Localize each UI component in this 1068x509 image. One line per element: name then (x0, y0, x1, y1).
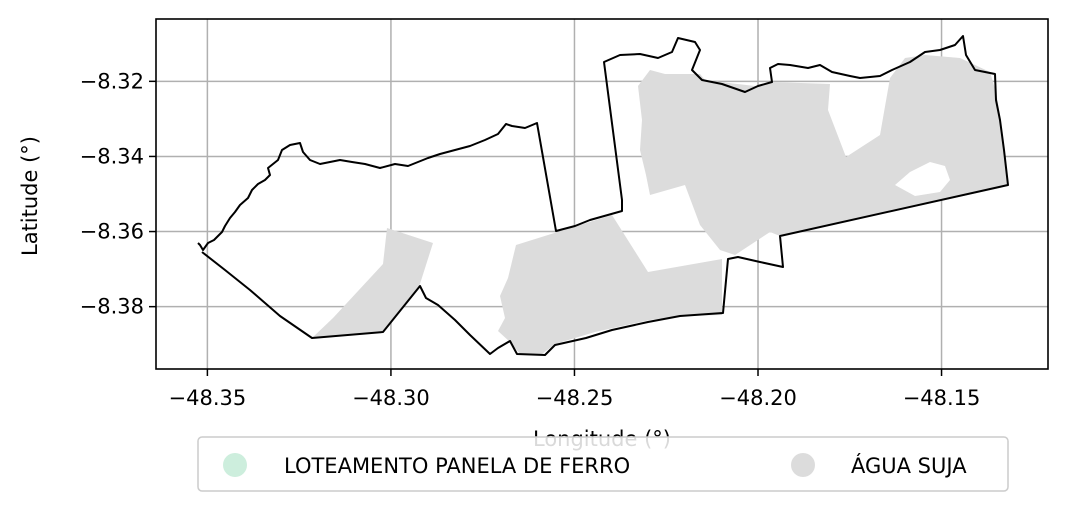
agua-suja-areas (312, 55, 1008, 354)
y-axis-title: Latitude (°) (18, 136, 42, 256)
plot-frame (155, 18, 1049, 370)
legend-marker-agua-suja (791, 453, 815, 477)
agua-suja-area-central (498, 215, 722, 354)
x-tick-label: −48.25 (536, 386, 614, 410)
legend-label-loteamento: LOTEAMENTO PANELA DE FERRO (284, 454, 630, 478)
x-tick-label: −48.15 (903, 386, 981, 410)
y-axis-ticks: −8.32 −8.34 −8.36 −8.38 (80, 69, 156, 319)
legend: LOTEAMENTO PANELA DE FERRO ÁGUA SUJA (197, 436, 1009, 492)
x-tick-label: −48.20 (719, 386, 797, 410)
boundary-west (197, 35, 1009, 356)
y-tick-label: −8.34 (80, 144, 144, 168)
y-tick-label: −8.38 (80, 295, 144, 319)
y-tick-label: −8.36 (80, 220, 144, 244)
agua-suja-area-west (312, 228, 433, 338)
legend-label-agua-suja: ÁGUA SUJA (851, 453, 967, 478)
x-tick-label: −48.30 (352, 386, 430, 410)
lake-inset (895, 162, 950, 196)
legend-box (197, 436, 1009, 492)
legend-marker-loteamento (223, 453, 247, 477)
boundary-outlines (197, 35, 1009, 356)
x-axis-ticks: −48.35 −48.30 −48.25 −48.20 −48.15 (169, 369, 981, 410)
y-tick-label: −8.32 (80, 69, 144, 93)
agua-suja-area-east (638, 55, 1008, 255)
x-tick-label: −48.35 (169, 386, 247, 410)
